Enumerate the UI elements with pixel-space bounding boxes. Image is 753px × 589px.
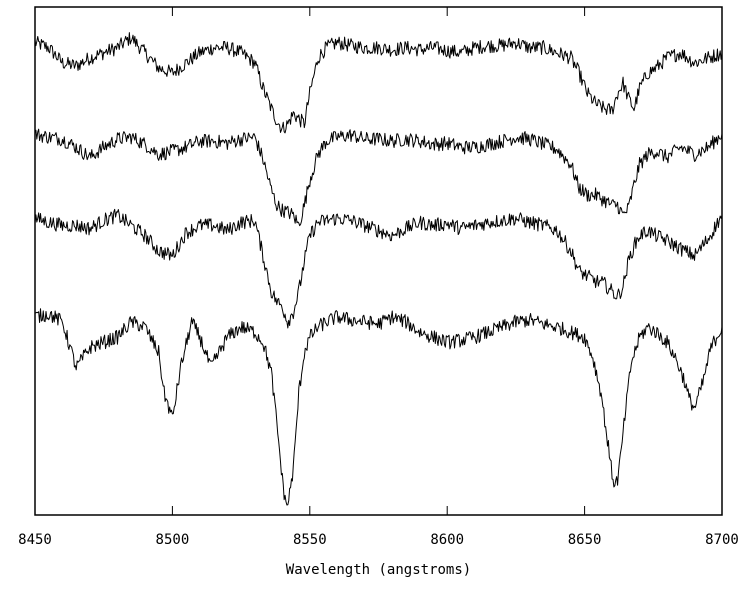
spectrum-line-1 [34, 32, 723, 134]
x-tick-label-8650: 8650 [568, 532, 602, 548]
x-axis-tick-labels: 8450 8500 8550 8600 8650 8700 [18, 532, 739, 548]
spectrum-line-2 [34, 128, 723, 227]
spectrum-line-4 [34, 308, 723, 506]
x-axis-label: Wavelength (angstroms) [286, 562, 471, 578]
spectrum-line-3 [34, 208, 723, 329]
x-axis-ticks [34, 7, 723, 515]
x-tick-label-8450: 8450 [18, 532, 52, 548]
plot-frame [34, 6, 723, 516]
x-tick-label-8500: 8500 [156, 532, 190, 548]
x-tick-label-8700: 8700 [705, 532, 739, 548]
spectra-series [34, 32, 723, 506]
x-tick-label-8600: 8600 [430, 532, 464, 548]
x-tick-label-8550: 8550 [293, 532, 327, 548]
